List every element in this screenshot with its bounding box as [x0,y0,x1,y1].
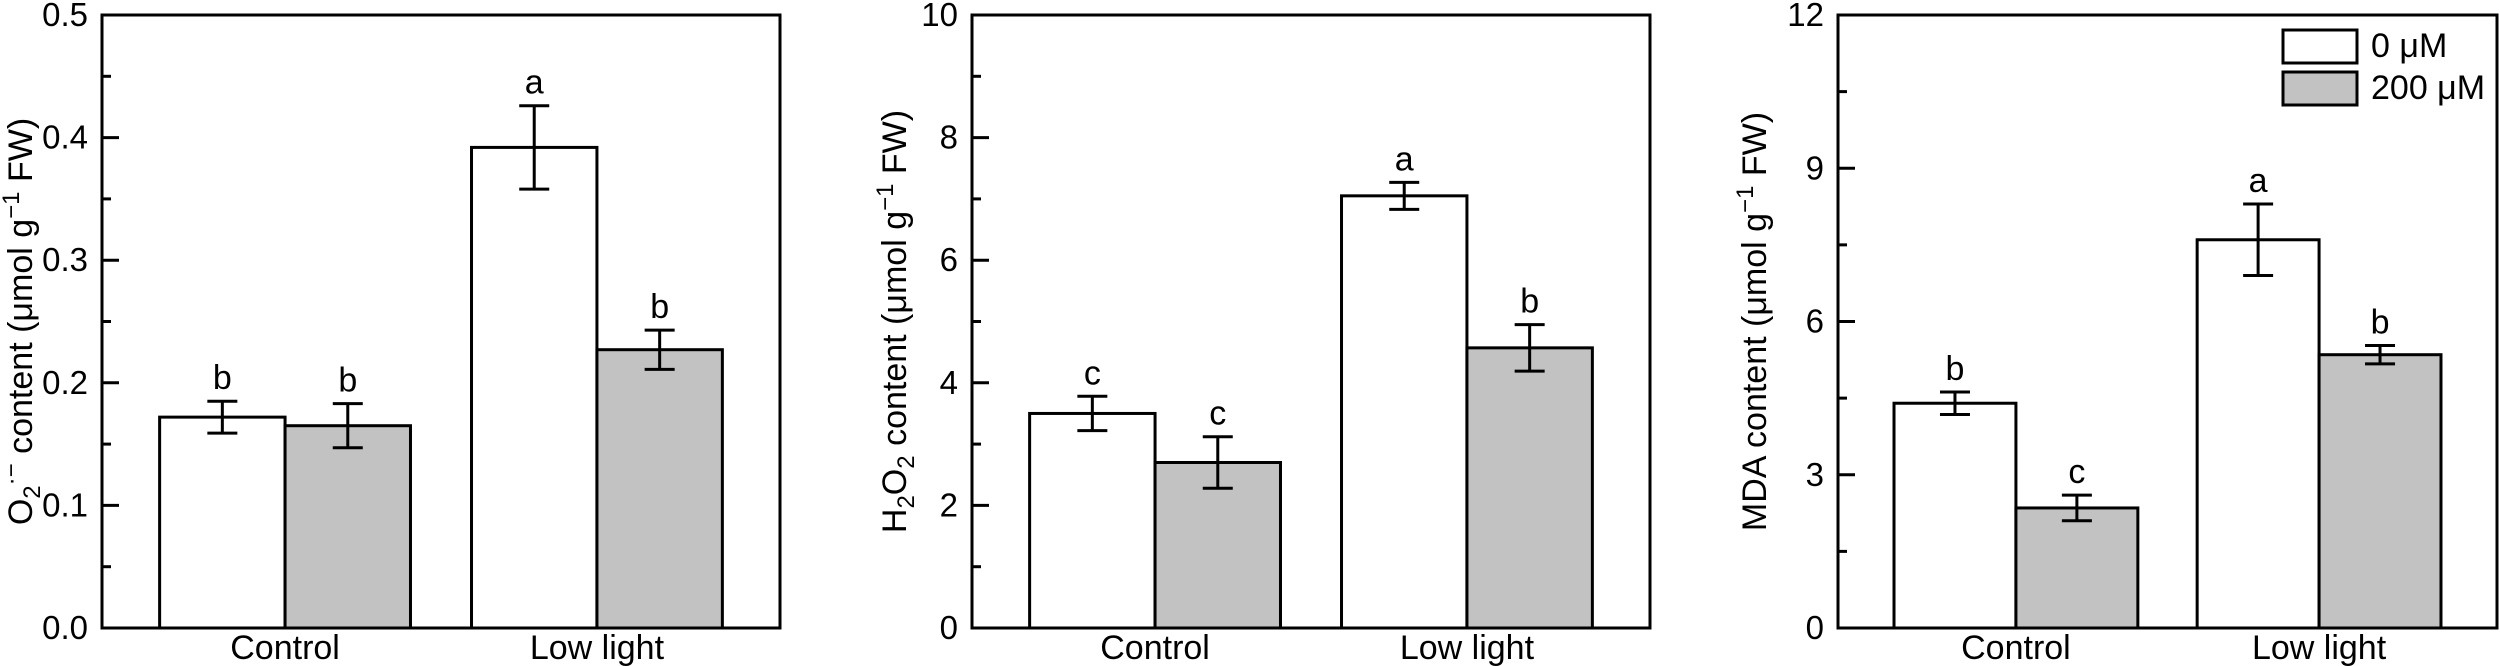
significance-letter: c [1084,354,1101,392]
x-category-label: Low light [1400,629,1535,666]
y-tick-label: 0 [1806,609,1824,646]
y-tick-label: 0.5 [42,0,88,33]
bar-gray-control [2014,506,2140,630]
y-tick-label: 6 [940,241,958,278]
significance-letter: b [1946,350,1965,388]
legend-swatch [2281,70,2359,107]
bar-white-low-light [1340,194,1469,630]
y-axis-title: MDA content (μmol g−1 FW) [1732,112,1774,531]
y-tick-label: 10 [921,0,958,33]
significance-letter: b [213,359,232,397]
y-tick-label: 9 [1806,149,1824,186]
y-axis-title: H2O2 content (μmol g−1 FW) [872,110,920,533]
bar-gray-low-light [595,348,724,630]
h2o2-content-chart: 0 2 4 6 8 10 c c Control a b Low light H2O2 content … [872,0,1652,666]
significance-letter: a [1395,140,1414,178]
y-tick-label: 8 [940,119,958,156]
x-category-label: Control [230,629,340,666]
bar-gray-control [1153,460,1282,630]
y-tick-label: 0.0 [42,609,88,646]
y-axis-title: O2·− content (μmol g−1 FW) [0,118,46,525]
y-tick-label: 2 [940,486,958,523]
significance-letter: a [2249,162,2268,200]
bar-white-control [1028,411,1157,630]
y-tick-label: 0.4 [42,119,88,156]
y-tick-label: 0.2 [42,364,88,401]
significance-letter: b [2371,304,2390,342]
y-tick-label: 6 [1806,303,1824,340]
significance-letter: c [1209,395,1226,433]
bar-gray-low-light [2317,353,2443,630]
y-tick-label: 4 [940,364,958,401]
significance-letter: a [525,64,544,102]
bar-white-control [1892,401,2018,630]
legend-swatch [2281,28,2359,65]
bar-white-low-light [2195,238,2321,630]
mda-content-chart: 0 3 6 9 12 b c Control a b Low light MDA content (μ… [1732,0,2499,666]
legend-label: 0 μM [2371,27,2447,65]
significance-letter: b [1520,283,1539,321]
bar-white-control [158,415,287,630]
y-tick-label: 0 [940,609,958,646]
bar-white-low-light [470,145,599,630]
x-category-label: Control [1100,629,1210,666]
x-category-label: Low light [530,629,665,666]
y-tick-label: 3 [1806,456,1824,493]
bar-gray-low-light [1465,346,1594,630]
legend-label: 200 μM [2371,69,2485,107]
significance-letter: b [650,288,669,326]
significance-letter: b [338,362,357,400]
significance-letter: c [2068,453,2085,491]
y-tick-label: 0.1 [42,486,88,523]
y-tick-label: 0.3 [42,241,88,278]
bar-gray-control [283,424,412,630]
x-category-label: Low light [2252,629,2387,666]
o2-superoxide-content-chart: 0.0 0.1 0.2 0.3 0.4 0.5 b b Control a b Low light O2… [0,0,782,666]
x-category-label: Control [1961,629,2071,666]
y-tick-label: 12 [1787,0,1824,33]
